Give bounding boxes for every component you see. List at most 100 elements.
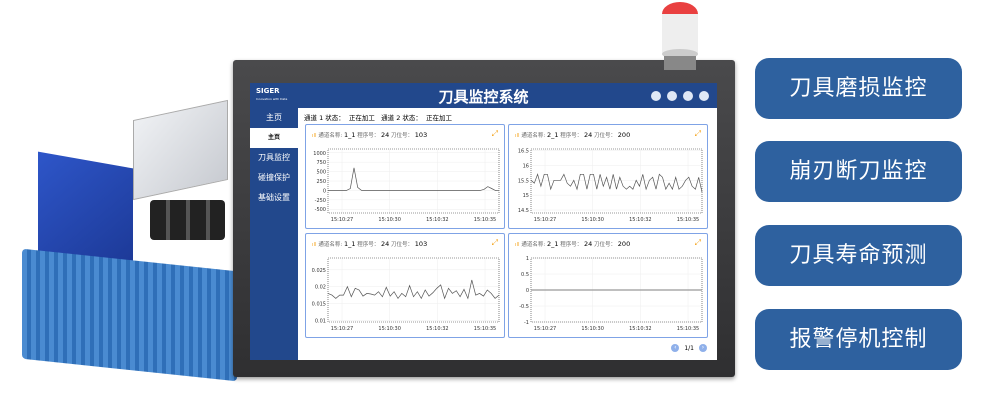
data-series-line — [530, 173, 703, 193]
x-tick-label: 15:10:27 — [331, 217, 353, 223]
bell-icon[interactable] — [667, 91, 677, 101]
x-tick-label: 15:10:27 — [534, 217, 556, 223]
ch1-status-value: 正在加工 — [348, 114, 375, 122]
program-value: 24 — [584, 131, 593, 139]
tool-label: 刀位号： — [594, 133, 617, 139]
y-tick-label: 0.015 — [312, 301, 326, 307]
tool-value: 200 — [617, 131, 631, 139]
logo-tagline: Innovation with Data — [256, 97, 288, 101]
logo-text: SIGER — [256, 87, 280, 95]
channel-label: 通道名称: — [521, 133, 546, 139]
line-chart: 1000 750 500 250 0 -250 -500 15:10:27 15:10:30 15… — [313, 148, 500, 223]
ch1-status-label: 通道 1 状态： — [304, 114, 345, 122]
expand-icon[interactable]: ⤢ — [491, 129, 498, 138]
feature-alarm-stop[interactable]: 报警停机控制 — [755, 309, 962, 370]
y-tick-label: 0.01 — [315, 318, 326, 324]
sidebar-item-basic-settings[interactable]: 基础设置 — [258, 193, 290, 202]
sensor-module-image — [133, 99, 228, 201]
x-tick-label: 15:10:30 — [378, 326, 400, 332]
panel-header: ıll 通道名称: 1_1 程序号： 24 刀位号： 103 — [312, 131, 427, 139]
tool-label: 刀位号： — [391, 133, 414, 139]
ch2-status-label: 通道 2 状态： — [381, 114, 422, 122]
sidebar-item-collision-protection[interactable]: 碰撞保护 — [258, 173, 290, 182]
y-tick-label: 16 — [523, 163, 529, 169]
line-chart: 0.025 0.02 0.015 0.01 15:10:27 15:10:30 15:10:… — [312, 257, 500, 332]
pagination: ‹ 1/1 › — [671, 344, 707, 352]
plot-frame — [327, 257, 500, 323]
y-tick-label: -500 — [315, 207, 326, 213]
plot-frame — [530, 148, 703, 214]
signal-icon: ıll — [515, 242, 520, 248]
chart-panel: ıll 通道名称: 2_1 程序号： 24 刀位号： 200 ⤢ 16.5 16 15.… — [508, 124, 708, 229]
data-series-line — [327, 279, 500, 300]
monitor-screen: SIGER Innovation with Data 刀具监控系统 主页 主页 刀… — [250, 83, 717, 360]
edge-computer-image — [22, 248, 237, 382]
tool-value: 103 — [414, 240, 428, 248]
panel-header: ıll 通道名称: 2_1 程序号： 24 刀位号： 200 — [515, 131, 630, 139]
y-tick-label: 0.5 — [521, 272, 529, 278]
next-page-button[interactable]: › — [699, 344, 707, 352]
y-tick-label: 0 — [323, 188, 326, 194]
y-tick-label: 750 — [316, 160, 326, 166]
sidebar-item-home-sub[interactable]: 主页 — [250, 128, 298, 148]
page-indicator: 1/1 — [684, 344, 694, 352]
x-tick-label: 15:10:35 — [677, 326, 699, 332]
feature-tool-life[interactable]: 刀具寿命预测 — [755, 225, 962, 286]
x-tick-label: 15:10:30 — [581, 217, 603, 223]
program-label: 程序号： — [560, 242, 583, 248]
channel-value: 1_1 — [343, 131, 356, 139]
program-value: 24 — [381, 131, 390, 139]
power-icon[interactable] — [699, 91, 709, 101]
x-tick-label: 15:10:27 — [331, 326, 353, 332]
tool-value: 103 — [414, 131, 428, 139]
signal-icon: ıll — [515, 133, 520, 139]
prev-page-button[interactable]: ‹ — [671, 344, 680, 352]
x-tick-label: 15:10:32 — [629, 217, 651, 223]
expand-icon[interactable]: ⤢ — [491, 238, 498, 247]
y-tick-label: -250 — [315, 198, 326, 204]
y-tick-label: 0.025 — [312, 268, 326, 274]
y-tick-label: 250 — [316, 179, 326, 185]
data-series-line — [328, 167, 500, 192]
panel-header: ıll 通道名称: 1_1 程序号： 24 刀位号： 103 — [312, 240, 427, 248]
feature-chipping-breakage[interactable]: 崩刃断刀监控 — [755, 141, 962, 202]
program-label: 程序号： — [357, 242, 380, 248]
tool-label: 刀位号： — [391, 242, 414, 248]
user-icon[interactable] — [651, 91, 661, 101]
sidebar-item-tool-monitor[interactable]: 刀具监控 — [258, 153, 290, 162]
channel-value: 2_1 — [546, 240, 559, 248]
sidebar-item-home[interactable]: 主页 — [266, 113, 282, 122]
channel-value: 1_1 — [343, 240, 356, 248]
program-label: 程序号： — [560, 133, 583, 139]
current-sensors-image — [150, 200, 225, 240]
program-value: 24 — [381, 240, 390, 248]
channel-status: 通道 1 状态： 正在加工 通道 2 状态： 正在加工 — [304, 112, 452, 122]
y-tick-label: -0.5 — [519, 304, 529, 310]
feature-tool-wear[interactable]: 刀具磨损监控 — [755, 58, 962, 119]
warning-lamp-icon — [662, 2, 698, 70]
x-tick-label: 15:10:30 — [581, 326, 603, 332]
channel-label: 通道名称: — [318, 242, 343, 248]
y-tick-label: 1 — [526, 256, 529, 262]
channel-value: 2_1 — [546, 131, 559, 139]
signal-icon: ıll — [312, 133, 317, 139]
y-tick-label: 500 — [316, 170, 326, 176]
panel-header: ıll 通道名称: 2_1 程序号： 24 刀位号： 200 — [515, 240, 630, 248]
x-tick-label: 15:10:35 — [677, 217, 699, 223]
expand-icon[interactable]: ⤢ — [694, 238, 701, 247]
y-tick-label: 0.02 — [315, 285, 326, 291]
signal-icon: ıll — [312, 242, 317, 248]
x-tick-label: 15:10:32 — [629, 326, 651, 332]
expand-icon[interactable]: ⤢ — [694, 129, 701, 138]
channel-label: 通道名称: — [318, 133, 343, 139]
x-tick-label: 15:10:35 — [474, 217, 496, 223]
ch2-status-value: 正在加工 — [426, 114, 453, 122]
settings-icon[interactable] — [683, 91, 693, 101]
page-title: 刀具监控系统 — [438, 88, 529, 106]
x-tick-label: 15:10:32 — [426, 326, 448, 332]
app-header: SIGER Innovation with Data 刀具监控系统 — [250, 83, 717, 108]
line-chart: 1 0.5 0 -0.5 -1 15:10:27 15:10:30 15:10:32 15:10… — [519, 256, 703, 332]
tool-label: 刀位号： — [594, 242, 617, 248]
logo: SIGER Innovation with Data — [256, 87, 287, 103]
program-label: 程序号： — [357, 133, 380, 139]
